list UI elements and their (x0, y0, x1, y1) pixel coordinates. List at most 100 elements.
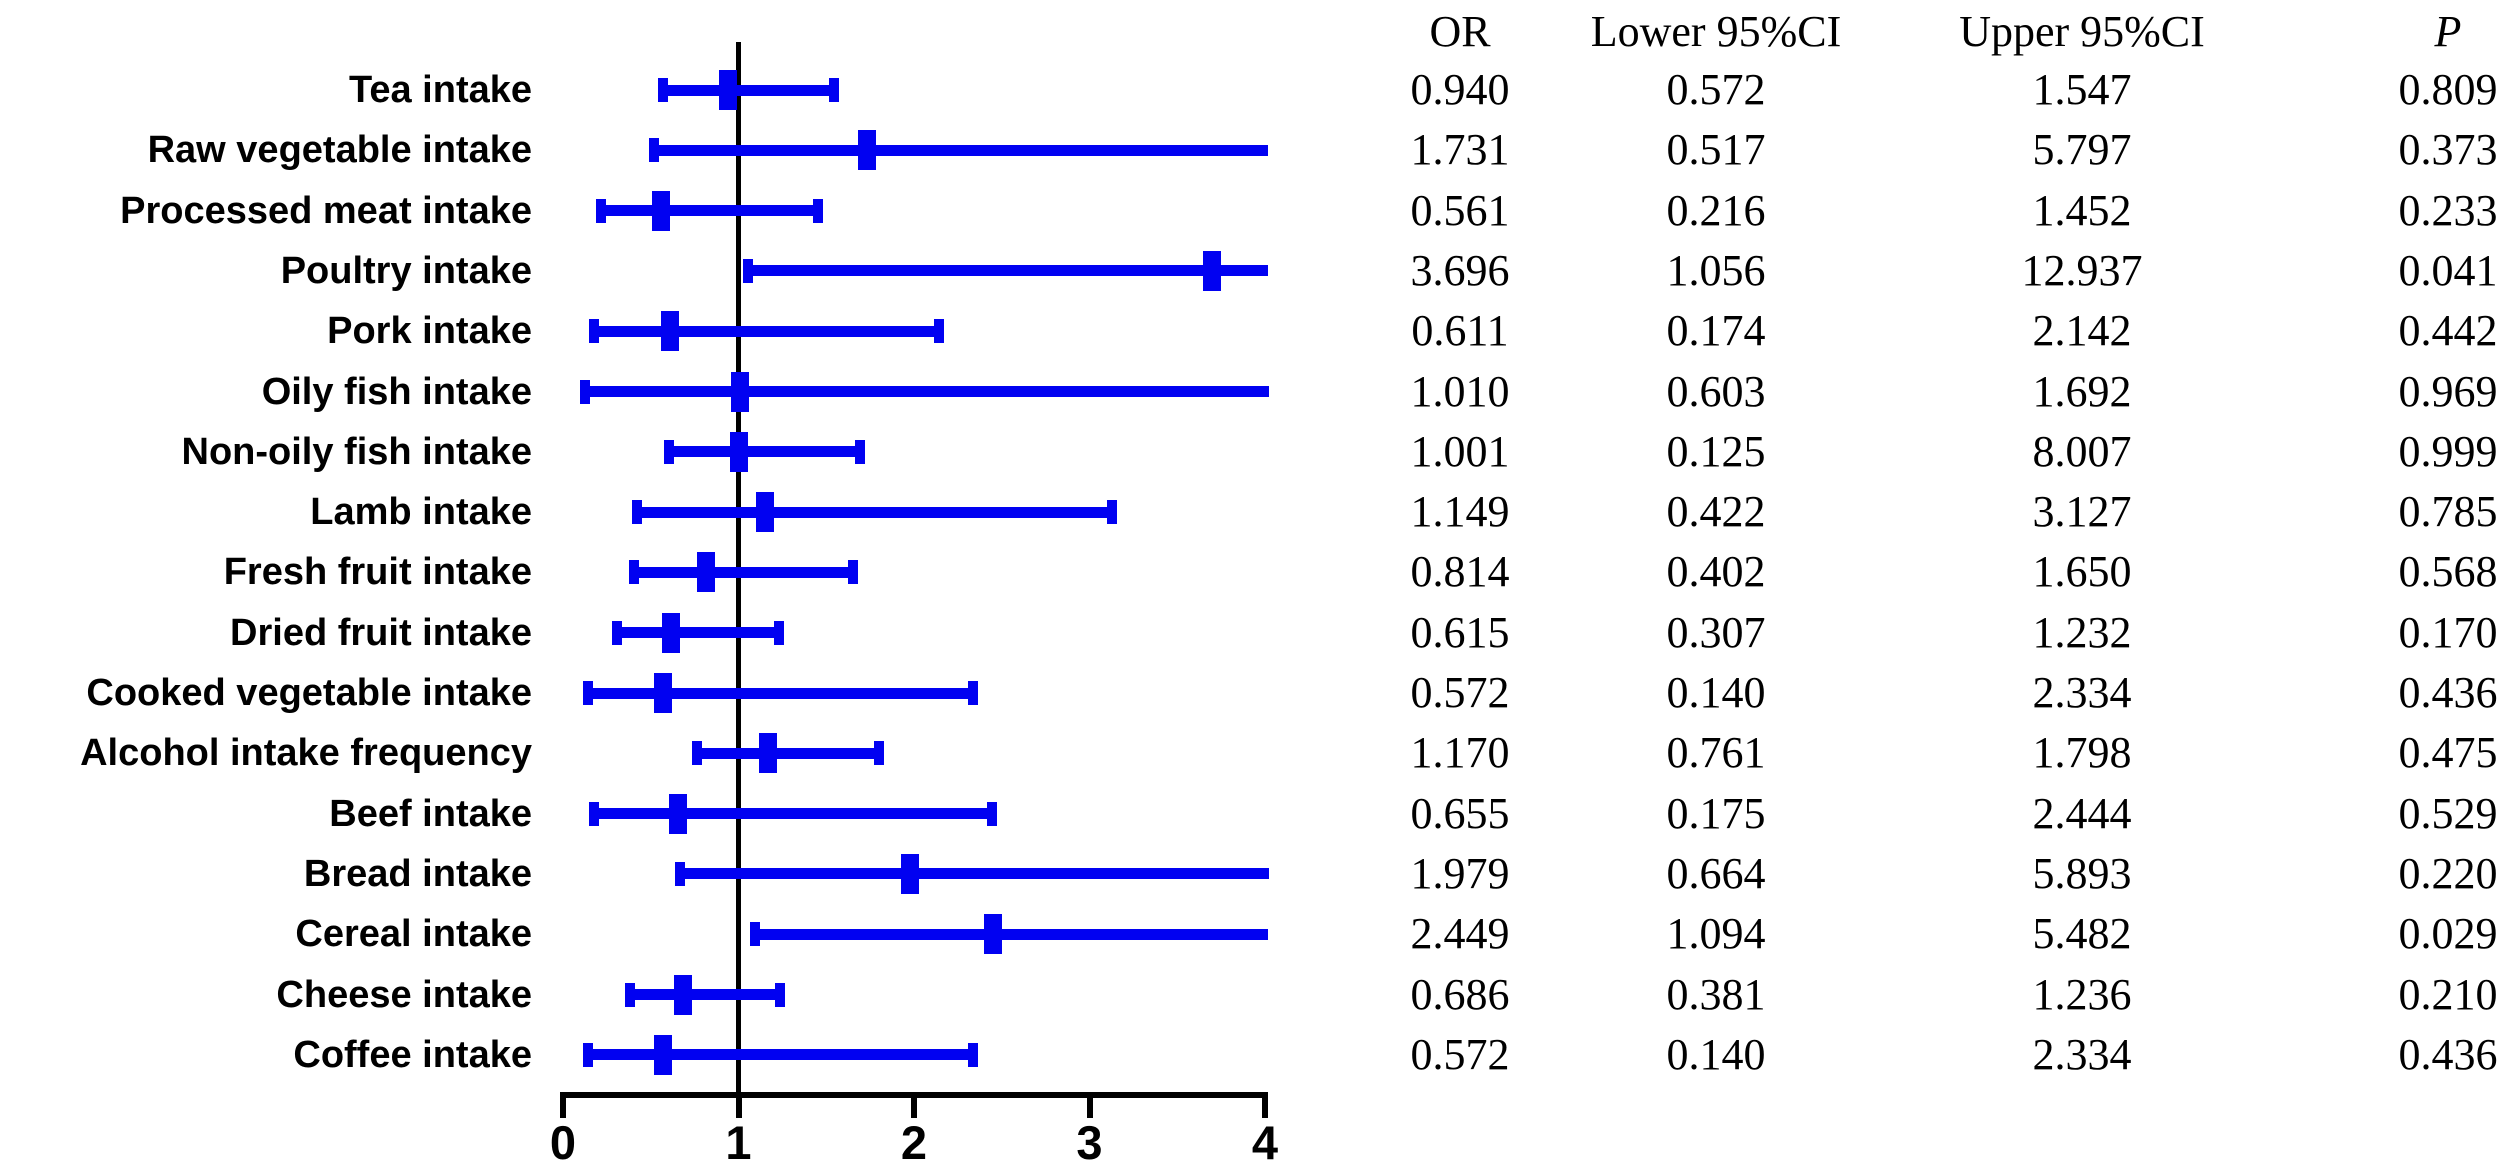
cell-upper-ci: 2.444 (2032, 788, 2132, 838)
cell-lower-ci: 0.175 (1666, 788, 1766, 838)
cell-or: 1.979 (1410, 848, 1510, 898)
cell-p-value: 0.785 (2398, 487, 2498, 537)
cell-p-value: 0.210 (2398, 969, 2498, 1019)
or-marker (901, 853, 920, 894)
cell-or: 1.001 (1410, 426, 1510, 476)
row-label: Fresh fruit intake (223, 551, 532, 594)
cell-upper-ci: 1.547 (2032, 65, 2132, 114)
table-header-lower-ci: Lower 95%CI (1590, 7, 1842, 56)
cell-upper-ci: 1.452 (2032, 185, 2132, 235)
ci-cap-right (967, 681, 978, 705)
row-label: Cheese intake (276, 973, 532, 1016)
cell-upper-ci: 1.692 (2032, 366, 2132, 416)
cell-lower-ci: 1.056 (1666, 245, 1766, 295)
ci-bar (679, 868, 1269, 880)
ci-cap-left (624, 982, 635, 1007)
ci-bar (629, 989, 780, 1000)
table-header-p-value: P (2434, 7, 2462, 56)
ci-cap-left (648, 138, 659, 163)
ci-bar (633, 566, 853, 578)
ci-cap-right (774, 982, 785, 1007)
x-axis-tick-label: 3 (1076, 1116, 1103, 1169)
or-marker (731, 371, 750, 412)
cell-p-value: 0.999 (2398, 426, 2498, 476)
ci-cap-left (595, 198, 606, 223)
ci-cap-right (967, 1042, 978, 1067)
cell-p-value: 0.529 (2398, 788, 2498, 838)
cell-or: 1.170 (1410, 728, 1510, 778)
cell-lower-ci: 0.422 (1666, 487, 1766, 537)
cell-upper-ci: 3.127 (2032, 487, 2132, 537)
row-label: Cooked vegetable intake (86, 672, 532, 714)
cell-upper-ci: 12.937 (2021, 245, 2143, 295)
ci-cap-right (1106, 500, 1117, 525)
cell-or: 0.561 (1410, 185, 1510, 235)
cell-or: 1.731 (1410, 125, 1510, 175)
cell-upper-ci: 8.007 (2032, 426, 2132, 476)
x-axis-tick-label: 1 (725, 1116, 752, 1169)
ci-bar (584, 386, 1269, 397)
cell-upper-ci: 2.142 (2032, 306, 2132, 356)
cell-upper-ci: 5.893 (2032, 848, 2132, 898)
cell-lower-ci: 0.402 (1666, 547, 1766, 597)
ci-cap-right (847, 560, 858, 585)
or-marker (668, 793, 687, 834)
ci-cap-right (774, 620, 785, 645)
ci-cap-left (588, 801, 599, 826)
row-label: Oily fish intake (261, 370, 532, 413)
ci-bar (593, 325, 939, 337)
x-axis-tick (1086, 1092, 1093, 1118)
or-marker (857, 130, 876, 171)
ci-bar (637, 506, 1112, 518)
ci-cap-right (986, 801, 997, 826)
cell-or: 0.611 (1411, 306, 1509, 356)
table-header-upper-ci: Upper 95%CI (1959, 7, 2205, 56)
or-marker (729, 431, 748, 472)
cell-or: 3.696 (1410, 245, 1510, 295)
cell-upper-ci: 5.797 (2032, 125, 2132, 175)
cell-lower-ci: 0.125 (1666, 426, 1766, 476)
ci-bar (754, 928, 1269, 940)
or-marker (674, 974, 693, 1015)
row-label: Raw vegetable intake (147, 129, 532, 172)
cell-p-value: 0.220 (2398, 848, 2498, 898)
x-axis-tick (735, 1092, 742, 1118)
cell-p-value: 0.969 (2398, 366, 2498, 416)
cell-lower-ci: 0.572 (1666, 65, 1766, 114)
or-marker (696, 552, 715, 593)
ci-bar (587, 687, 973, 699)
x-axis-tick (911, 1092, 917, 1118)
cell-upper-ci: 1.232 (2032, 607, 2132, 657)
ci-cap-left (588, 319, 599, 344)
cell-upper-ci: 2.334 (2032, 668, 2132, 717)
row-label: Lamb intake (310, 491, 532, 534)
x-axis-tick-label: 4 (1251, 1116, 1279, 1169)
row-label: Beef intake (329, 792, 532, 835)
cell-upper-ci: 1.236 (2032, 969, 2132, 1019)
cell-lower-ci: 0.603 (1666, 366, 1766, 416)
ci-bar (668, 446, 860, 458)
cell-p-value: 0.436 (2398, 668, 2498, 717)
cell-p-value: 0.373 (2398, 125, 2498, 175)
cell-lower-ci: 0.517 (1666, 125, 1766, 175)
ci-cap-left (658, 78, 669, 102)
cell-or: 0.814 (1410, 547, 1510, 597)
ci-cap-right (933, 319, 944, 344)
cell-p-value: 0.568 (2398, 547, 2498, 597)
ci-cap-left (674, 861, 685, 886)
ci-bar (593, 808, 992, 820)
cell-lower-ci: 0.761 (1666, 728, 1766, 778)
cell-or: 0.655 (1410, 788, 1510, 838)
row-label: Poultry intake (280, 249, 532, 292)
x-axis-tick (560, 1092, 566, 1118)
or-marker (1202, 250, 1221, 291)
ci-bar (748, 265, 1269, 277)
cell-or: 1.010 (1410, 366, 1510, 416)
cell-or: 0.615 (1410, 607, 1510, 657)
cell-p-value: 0.436 (2398, 1029, 2498, 1079)
cell-p-value: 0.442 (2398, 306, 2498, 356)
ci-cap-left (632, 500, 643, 525)
cell-p-value: 0.809 (2398, 65, 2498, 114)
cell-lower-ci: 0.381 (1666, 969, 1766, 1019)
